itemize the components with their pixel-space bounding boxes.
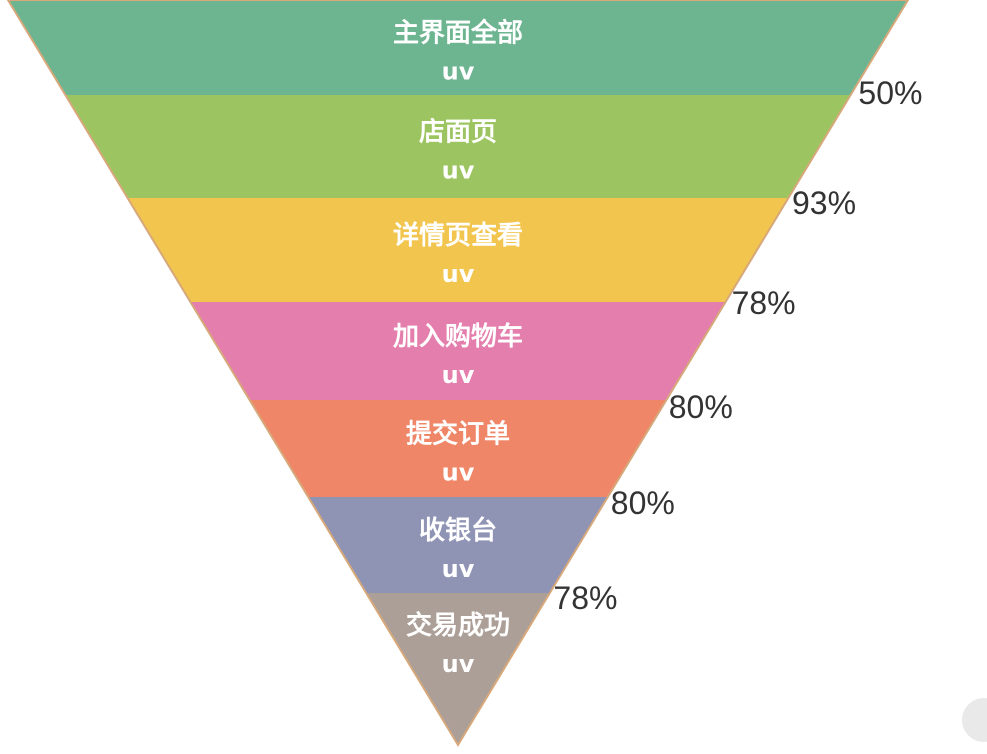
funnel-stage-3 [127,198,789,302]
stage-name-3: 详情页查看 [393,220,523,251]
stage-name-2: 店面页 [419,118,497,148]
funnel-stage-2 [65,95,851,198]
conversion-rate-labels: 50% 93% 78% 80% 80% 78% [553,75,922,616]
stage-unit-5: uv [442,459,475,487]
stage-name-4: 加入购物车 [393,321,523,352]
conversion-rate-6: 78% [553,580,617,616]
funnel-stage-7 [366,593,550,745]
conversion-rate-2: 93% [792,185,856,221]
stage-unit-1: uv [442,58,475,86]
funnel-stage-labels: 主界面全部 uv 店面页 uv 详情页查看 uv 加入购物车 uv 提交订单 uv 收银台 uv 交易成… [393,18,523,679]
conversion-rate-5: 80% [611,485,675,521]
stage-unit-7: uv [442,650,475,678]
stage-name-5: 提交订单 [406,419,510,450]
stage-unit-6: uv [442,555,475,583]
stage-name-7: 交易成功 [406,610,510,641]
funnel-stage-1 [8,0,908,95]
stage-name-6: 收银台 [419,515,497,546]
stage-unit-3: uv [442,260,475,288]
funnel-outline [6,0,910,747]
conversion-rate-1: 50% [858,75,922,111]
stage-unit-2: uv [442,157,475,185]
funnel-stage-6 [308,497,608,593]
funnel-stage-bands [8,0,908,745]
stage-name-1: 主界面全部 [393,18,523,49]
conversion-rate-4: 80% [669,389,733,425]
stage-unit-4: uv [442,361,475,389]
funnel-stage-4 [190,302,726,400]
funnel-stage-5 [249,400,667,497]
conversion-rate-3: 78% [732,285,796,321]
